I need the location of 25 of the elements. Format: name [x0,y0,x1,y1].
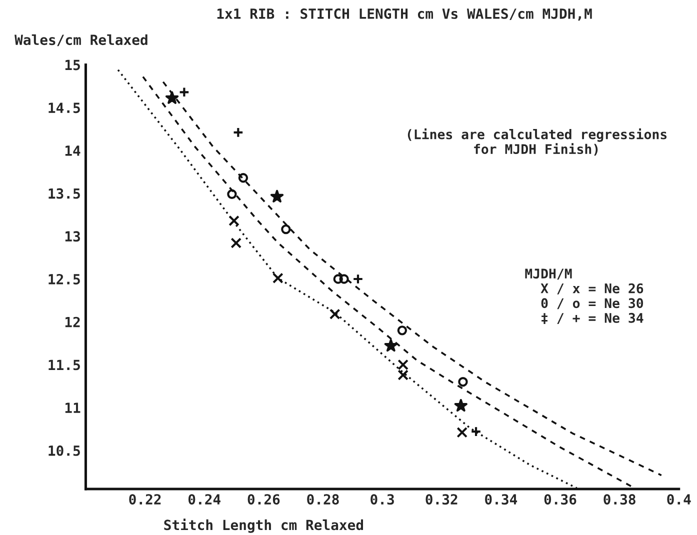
x-tick-label: 0.28 [307,494,339,505]
x-axis-title: Stitch Length cm Relaxed [164,518,363,533]
x-tick-label: 0.22 [129,494,161,505]
y-axis-title: Wales/cm Relaxed [14,34,148,46]
x-tick-label: 0.24 [188,494,220,505]
y-tick-label: 11.5 [48,360,80,370]
y-tick-label: 14 [65,146,80,156]
x-tick-label: 0.32 [426,494,458,505]
y-tick-label: 11 [65,402,80,413]
y-tick-label: 12.5 [48,274,80,284]
x-tick-label: 0.4 [667,494,691,505]
y-tick-label: 13.5 [48,188,80,199]
y-tick-label: 12 [65,316,80,328]
x-tick-label: 0.36 [544,494,576,505]
chart-title: 1x1 RIB : STITCH LENGTH cm Vs WALES/cm MJDH,M [217,8,592,21]
x-tick-label: 0.26 [248,494,280,505]
x-tick-label: 0.38 [604,494,636,505]
x-tick-label: 0.34 [485,494,518,505]
annotation: MJDH/M X / x = Ne 26 0 / o = Ne 30 ‡ / + = Ne 34 [525,268,644,324]
annotation: (Lines are calculated regressions for MJDH Finish) [408,128,667,156]
y-tick-label: 13 [65,231,80,242]
y-tick-label: 14.5 [48,102,80,114]
y-tick-label: 15 [65,60,80,70]
x-tick-label: 0.3 [370,494,394,505]
y-tick-label: 10.5 [48,445,80,456]
